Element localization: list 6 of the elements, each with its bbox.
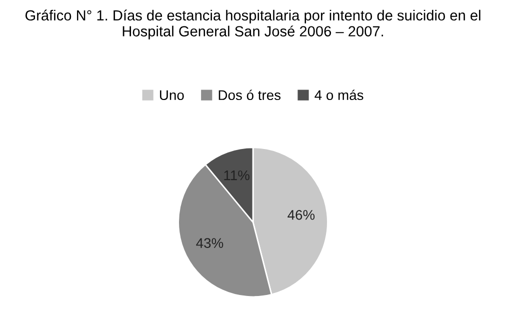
- legend-label: 4 o más: [314, 90, 364, 100]
- chart-title: Gráfico N° 1. Días de estancia hospitalaria por intento de suicidio en el Hospital General San José 2006 – 2007.: [25, 10, 480, 40]
- data-label: 46%: [288, 210, 315, 220]
- legend-label: Dos ó tres: [218, 90, 281, 100]
- data-label: 43%: [196, 238, 224, 248]
- legend-label: Uno: [160, 90, 184, 100]
